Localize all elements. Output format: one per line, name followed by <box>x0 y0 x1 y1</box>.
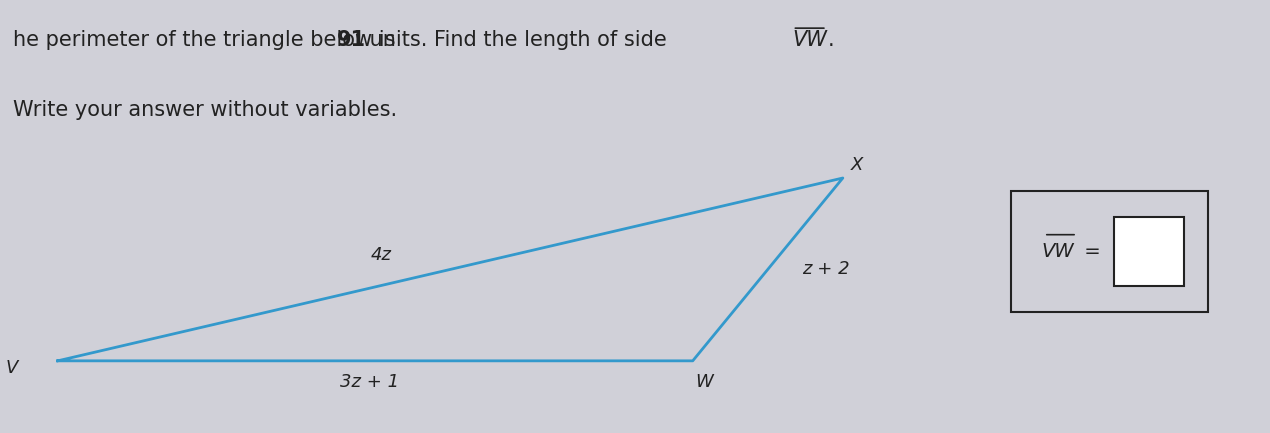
Text: W: W <box>696 374 714 391</box>
Text: units. Find the length of side: units. Find the length of side <box>363 30 673 50</box>
Text: 4z: 4z <box>371 246 391 264</box>
Text: V: V <box>5 359 18 377</box>
Bar <box>1011 191 1208 312</box>
Text: =: = <box>1078 242 1107 261</box>
Text: VW: VW <box>1041 242 1074 261</box>
Text: Write your answer without variables.: Write your answer without variables. <box>13 100 396 120</box>
Text: 3z + 1: 3z + 1 <box>340 374 399 391</box>
Text: 91: 91 <box>337 30 366 50</box>
Text: .: . <box>828 30 834 50</box>
Text: he perimeter of the triangle below is: he perimeter of the triangle below is <box>13 30 401 50</box>
Text: X: X <box>851 155 862 174</box>
Bar <box>1114 216 1184 286</box>
Text: VW: VW <box>792 30 827 50</box>
Text: z + 2: z + 2 <box>801 260 850 278</box>
